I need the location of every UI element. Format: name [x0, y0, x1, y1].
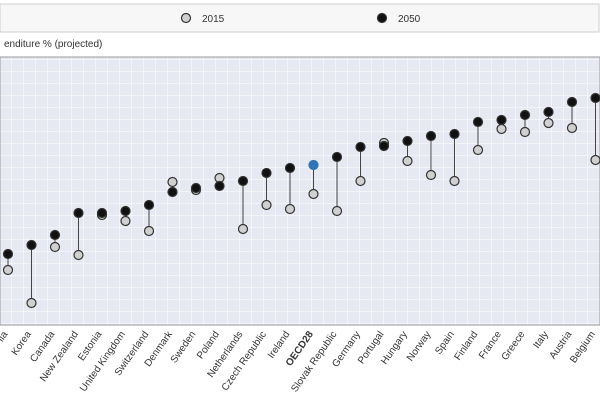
- dot: [543, 106, 554, 118]
- x-tick-label: lia: [0, 329, 11, 344]
- x-tick-label: Greece: [500, 329, 528, 363]
- legend-label: 2015: [202, 14, 225, 25]
- dot: [402, 135, 413, 147]
- dot: [425, 169, 437, 181]
- dot: [167, 176, 178, 188]
- dot: [96, 207, 108, 219]
- dot: [472, 116, 484, 128]
- dot: [284, 162, 296, 174]
- dot: [308, 159, 319, 171]
- dot: [237, 223, 249, 235]
- dot: [590, 154, 600, 166]
- dot: [378, 140, 390, 152]
- dot: [261, 167, 272, 179]
- dot: [190, 182, 202, 194]
- dot: [519, 126, 531, 138]
- dot: [355, 175, 366, 187]
- dot: [402, 155, 413, 167]
- dot: [331, 205, 343, 217]
- dot: [331, 151, 343, 163]
- legend-marker: [376, 12, 388, 24]
- dot: [49, 229, 61, 241]
- dot: [496, 123, 507, 135]
- dot: [590, 92, 600, 104]
- dot: [284, 203, 296, 215]
- x-tick-label: Italy: [531, 329, 551, 350]
- dot: [120, 215, 131, 227]
- plot-area: [0, 56, 600, 326]
- dot: [472, 144, 484, 156]
- y-axis-label: enditure % (projected): [4, 39, 102, 50]
- dot: [449, 128, 460, 140]
- dot: [543, 117, 554, 129]
- dot: [167, 186, 178, 198]
- dot: [566, 96, 578, 108]
- dot: [449, 175, 460, 187]
- dot: [26, 297, 37, 309]
- dot: [2, 264, 14, 276]
- x-tick-label: Norway: [405, 329, 433, 363]
- dot: [73, 207, 84, 219]
- legend-box: [0, 3, 600, 33]
- dot: [26, 239, 37, 251]
- dot: [425, 130, 437, 142]
- dot: [214, 180, 225, 192]
- dot: [261, 199, 272, 211]
- legend: 2015 2050: [180, 12, 421, 25]
- legend-label: 2050: [398, 14, 421, 25]
- dot: [120, 205, 131, 217]
- x-tick-label: Spain: [433, 329, 457, 356]
- x-tick-label: Finland: [453, 329, 481, 362]
- dot: [519, 109, 531, 121]
- dot: [496, 114, 507, 126]
- dot: [237, 175, 249, 187]
- dot: [49, 241, 61, 253]
- dot: [2, 248, 14, 260]
- dot: [143, 199, 155, 211]
- dot: [308, 188, 319, 200]
- dot: [355, 141, 366, 153]
- legend-marker: [180, 12, 192, 24]
- dot: [143, 225, 155, 237]
- dot: [566, 122, 578, 134]
- dot: [73, 249, 84, 261]
